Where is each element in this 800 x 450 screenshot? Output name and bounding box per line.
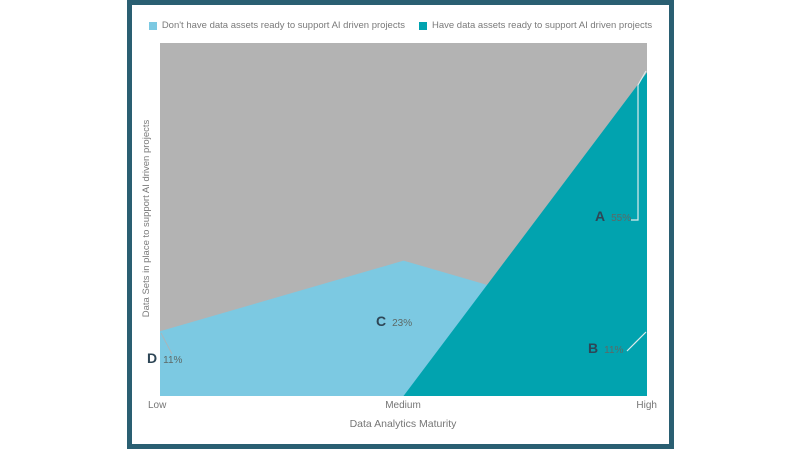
annotation-letter: D	[147, 350, 158, 366]
annotation-letter: C	[376, 313, 387, 329]
legend-item-dont-have[interactable]: Don't have data assets ready to support …	[148, 20, 405, 31]
leader-line-d	[160, 332, 173, 355]
legend: Don't have data assets ready to support …	[132, 20, 669, 31]
annotation-b: B 11%	[588, 341, 623, 356]
legend-swatch-icon	[148, 21, 157, 30]
annotation-value: 55%	[611, 213, 632, 224]
annotation-letter: B	[588, 340, 599, 356]
annotation-value: 11%	[604, 345, 624, 356]
legend-label: Don't have data assets ready to support …	[161, 20, 405, 31]
leader-line-b	[626, 331, 647, 352]
annotation-value: 11%	[163, 355, 183, 366]
leader-lines	[160, 70, 647, 355]
x-axis-title: Data Analytics Maturity	[349, 418, 457, 430]
annotation-a: A 55%	[595, 209, 631, 224]
y-axis-title: Data Sets in place to support AI driven …	[141, 119, 152, 318]
legend-item-have[interactable]: Have data assets ready to support AI dri…	[418, 20, 653, 31]
x-tick-low: Low	[148, 400, 167, 411]
series-area-1[interactable]	[160, 72, 647, 396]
legend-swatch-icon	[418, 21, 427, 30]
annotation-c: C 23%	[376, 314, 412, 329]
annotation-d: D 11%	[147, 351, 182, 366]
x-tick-medium: Medium	[385, 400, 421, 411]
annotation-value: 23%	[392, 318, 413, 329]
leader-line-a	[631, 70, 647, 221]
legend-label: Have data assets ready to support AI dri…	[431, 20, 653, 31]
annotation-letter: A	[595, 208, 606, 224]
x-tick-high: High	[636, 400, 657, 411]
area-chart[interactable]	[160, 43, 647, 396]
